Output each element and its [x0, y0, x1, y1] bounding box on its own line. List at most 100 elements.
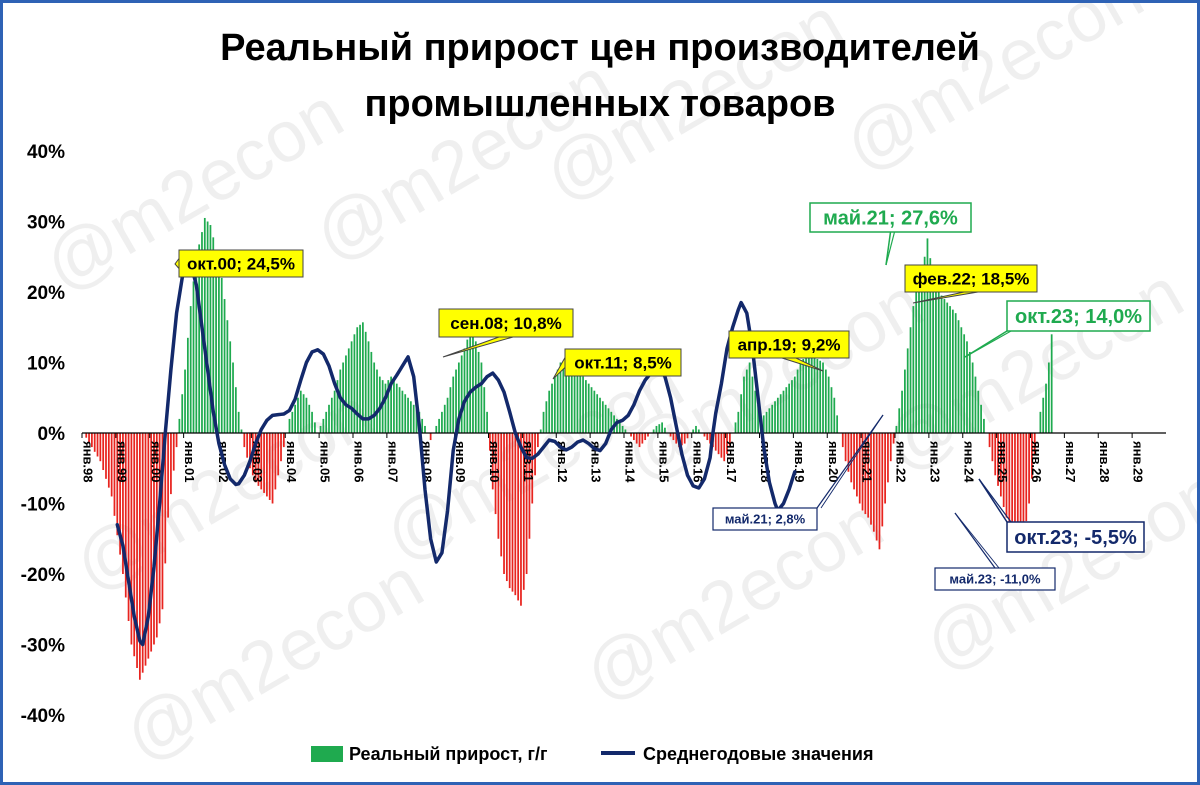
bar	[517, 433, 520, 601]
bar	[395, 383, 398, 433]
bar	[218, 263, 220, 433]
bar	[664, 427, 666, 433]
bar	[570, 362, 573, 433]
bar	[1033, 433, 1036, 455]
bar	[299, 390, 302, 433]
bar	[288, 418, 291, 433]
bar	[776, 397, 779, 433]
annotation-box	[809, 202, 972, 233]
line-series	[115, 258, 797, 647]
bar	[172, 433, 175, 471]
bar	[122, 433, 124, 574]
bar	[455, 369, 457, 433]
bar	[881, 433, 884, 527]
y-tick-label: 20%	[27, 283, 65, 304]
bar	[1005, 433, 1008, 518]
annotation-box	[178, 249, 304, 278]
bar	[212, 237, 215, 433]
bar	[745, 369, 748, 433]
bar	[717, 433, 720, 455]
chart: @m2econ@m2econ@m2econ@m2econ@m2econ@m2ec…	[21, 3, 1197, 777]
y-tick-label: -30%	[21, 636, 65, 657]
bar	[483, 387, 486, 433]
y-tick-label: -10%	[21, 495, 65, 516]
annotation-label: окт.23; -5,5%	[1014, 527, 1137, 549]
bar	[754, 390, 757, 433]
bar	[136, 433, 138, 668]
bar	[102, 433, 105, 471]
bar	[282, 433, 285, 448]
x-tick-label: янв.29	[1131, 441, 1146, 483]
bar	[124, 433, 127, 598]
bar	[850, 433, 853, 483]
bar	[1008, 433, 1011, 525]
bar	[409, 401, 412, 433]
bar-series	[82, 217, 1053, 680]
bar	[980, 404, 982, 433]
annotation-label: апр.19; 9,2%	[738, 336, 841, 355]
x-tick-label: янв.20	[826, 441, 841, 483]
bar	[864, 433, 867, 515]
bar	[991, 433, 994, 462]
bar	[889, 433, 892, 462]
annotation-label: фев.22; 18,5%	[913, 270, 1030, 289]
bar	[796, 369, 799, 433]
bar	[740, 394, 743, 433]
bar	[904, 369, 906, 433]
bar	[604, 404, 607, 433]
bar	[215, 249, 217, 433]
bar	[314, 422, 316, 433]
annotation-pointer	[964, 330, 1012, 358]
x-tick-label: янв.25	[995, 441, 1010, 483]
bar	[164, 433, 167, 564]
bar	[878, 433, 881, 550]
annotation-label: окт.00; 24,5%	[187, 255, 295, 274]
bar	[446, 397, 449, 433]
bar	[305, 397, 308, 433]
bar	[319, 425, 322, 433]
bar	[808, 355, 810, 433]
bar	[441, 411, 443, 433]
bar	[105, 433, 107, 479]
bar	[771, 404, 774, 433]
annotation-pointer	[174, 256, 180, 270]
bar	[599, 397, 601, 433]
bar	[923, 256, 926, 433]
bar	[243, 433, 246, 448]
annotation-box	[438, 308, 574, 338]
x-tick-label: янв.10	[487, 441, 502, 483]
bar	[469, 330, 472, 433]
x-tick-label: янв.27	[1063, 441, 1078, 483]
bar	[810, 355, 813, 433]
bar	[362, 322, 364, 433]
bar	[339, 369, 342, 433]
bar	[1022, 433, 1025, 539]
bar	[438, 418, 440, 433]
bar	[968, 351, 971, 434]
bar	[805, 355, 807, 433]
bar	[119, 433, 121, 555]
bar	[686, 433, 689, 439]
bar	[937, 292, 940, 433]
bar	[130, 433, 133, 645]
bar	[545, 401, 548, 433]
annotation-box	[728, 330, 850, 359]
bar	[630, 433, 632, 437]
bar	[723, 433, 726, 462]
bar	[1014, 433, 1016, 541]
bar	[926, 238, 929, 433]
annotation-label: май.21; 2,8%	[725, 512, 806, 527]
bar	[582, 376, 584, 433]
bar	[565, 358, 568, 433]
annotation-label: окт.23; 14,0%	[1015, 306, 1142, 328]
bar	[522, 433, 525, 590]
x-tick-label: янв.01	[182, 441, 197, 483]
bar	[568, 360, 570, 433]
bar	[774, 401, 776, 433]
bar	[977, 390, 980, 433]
bar	[551, 383, 553, 433]
annotation-pointer	[885, 231, 896, 266]
bar	[384, 383, 387, 433]
bar	[489, 433, 491, 451]
bar	[138, 433, 141, 680]
